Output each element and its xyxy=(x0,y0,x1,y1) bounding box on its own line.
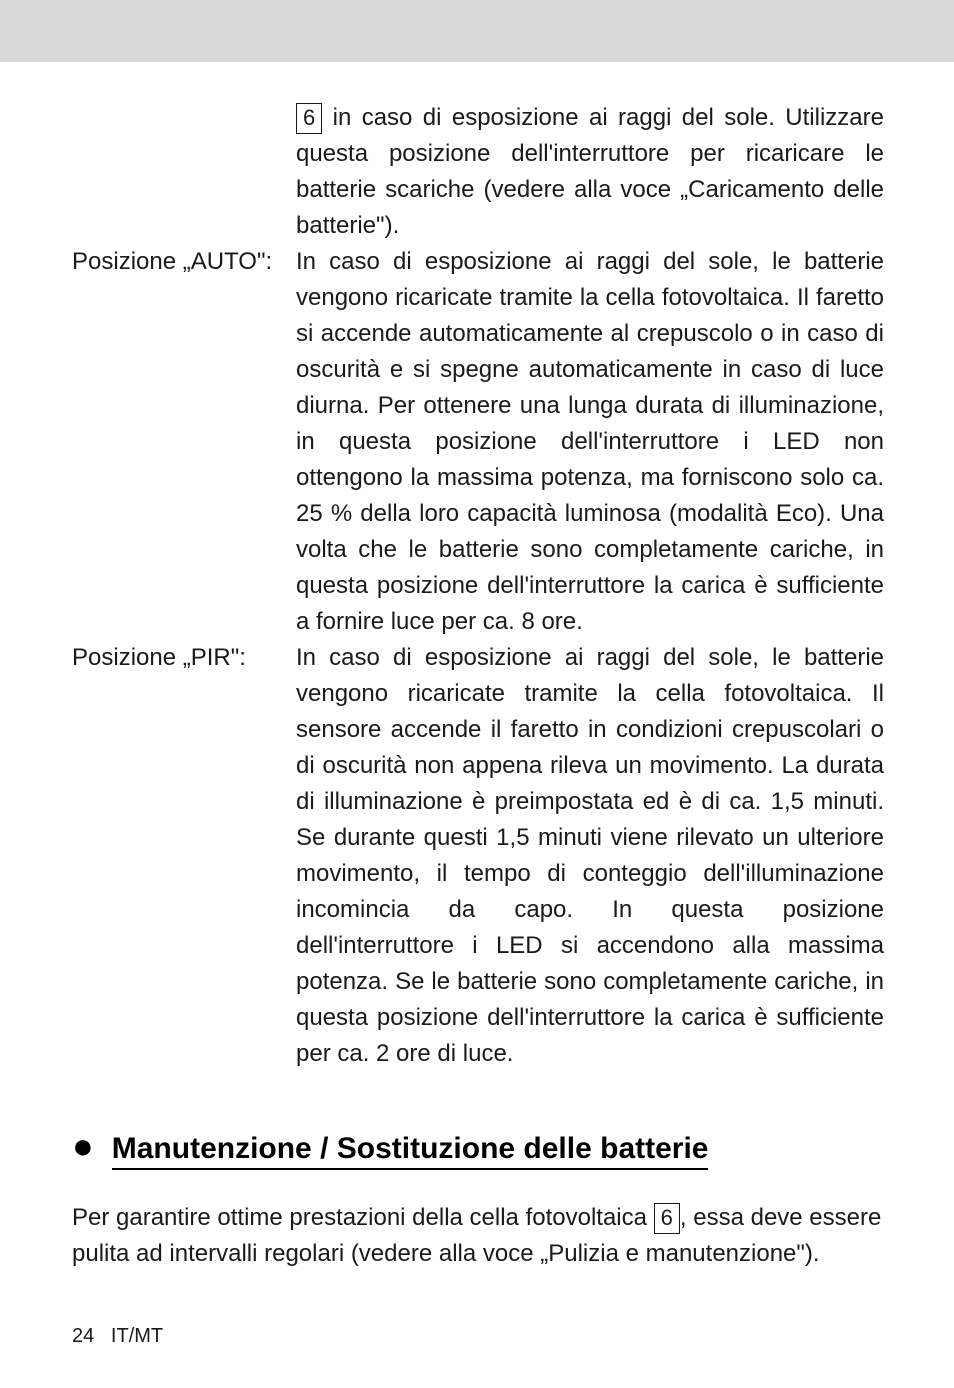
reference-box: 6 xyxy=(296,103,322,134)
page-footer: 24 IT/MT xyxy=(72,1325,163,1348)
definition-pir: Posizione „PIR": In caso di esposizione … xyxy=(72,640,884,1072)
definition-description: In caso di esposizione ai raggi del sole… xyxy=(296,640,884,1072)
section-heading: ● Manutenzione / Sostituzione delle batt… xyxy=(72,1128,884,1170)
definition-auto: Posizione „AUTO": In caso di esposizione… xyxy=(72,244,884,640)
bullet-icon: ● xyxy=(72,1128,94,1164)
body-text-before: Per garantire ottime prestazioni della c… xyxy=(72,1204,654,1231)
page-content: 6 in caso di esposizione ai raggi del so… xyxy=(0,62,954,1272)
header-bar xyxy=(0,0,954,62)
definition-term: Posizione „PIR": xyxy=(72,640,296,1072)
reference-box: 6 xyxy=(654,1203,680,1234)
definition-description: In caso di esposizione ai raggi del sole… xyxy=(296,244,884,640)
definition-intro: 6 in caso di esposizione ai raggi del so… xyxy=(72,100,884,244)
definition-term xyxy=(72,100,296,244)
definition-description: 6 in caso di esposizione ai raggi del so… xyxy=(296,100,884,244)
heading-text: Manutenzione / Sostituzione delle batter… xyxy=(112,1132,709,1170)
body-paragraph: Per garantire ottime prestazioni della c… xyxy=(72,1200,884,1272)
locale-label: IT/MT xyxy=(111,1325,163,1347)
page-number: 24 xyxy=(72,1325,94,1347)
definition-term: Posizione „AUTO": xyxy=(72,244,296,640)
definition-text: in caso di esposizione ai raggi del sole… xyxy=(296,104,884,239)
